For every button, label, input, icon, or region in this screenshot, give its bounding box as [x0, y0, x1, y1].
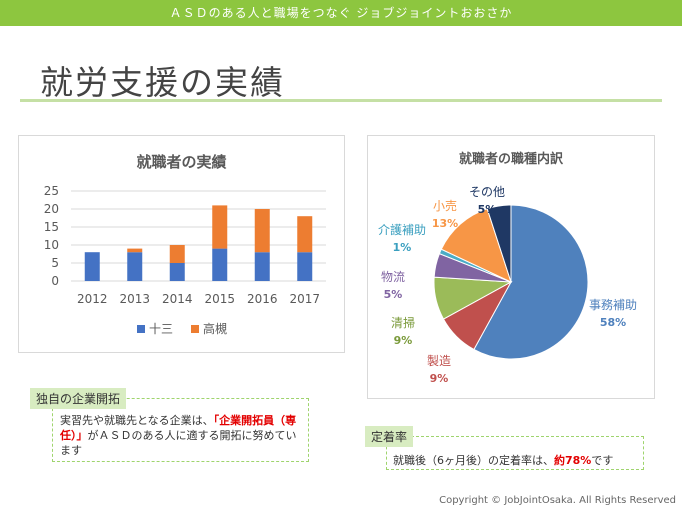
y-tick-label: 5	[51, 256, 59, 270]
legend-label-series2: 高槻	[203, 321, 227, 336]
pie-slice-事務補助	[473, 204, 589, 360]
x-tick-label: 2017	[289, 292, 320, 306]
retention-tag: 定着率	[365, 426, 414, 447]
y-tick-label: 15	[44, 220, 59, 234]
y-tick-label: 25	[44, 184, 59, 198]
pie-slice-小売	[440, 208, 512, 283]
x-tick-label: 2016	[247, 292, 278, 306]
feature-tag: 独自の企業開拓	[30, 388, 127, 409]
legend-swatch-series2	[191, 325, 199, 333]
bar-chart-panel: 就職者の実績 0 5 10 15 20 25 2012 2013 2014 2015 2016 201…	[18, 135, 345, 353]
pie-label-name: 事務補助	[589, 298, 637, 312]
bar-chart-title: 就職者の実績	[136, 153, 227, 171]
y-tick-label: 0	[51, 274, 59, 288]
pie-label-name: 小売	[433, 198, 457, 213]
retention-text: 就職後（6ヶ月後）の定着率は、約78%です	[393, 453, 613, 468]
bar-高槻	[297, 216, 313, 253]
bar-十三	[212, 248, 228, 281]
bar-十三	[254, 252, 270, 281]
bar-高槻	[169, 245, 185, 263]
pie-label-pct: 9%	[394, 334, 413, 347]
pie-label-pct: 5%	[384, 288, 403, 301]
feature-text-before: 実習先や就職先となる企業は、	[60, 414, 214, 427]
pie-label-name: 物流	[381, 270, 405, 284]
bar-chart: 0 5 10 15 20 25 2012 2013 2014 2015 2016 2017 十三 高槻	[44, 184, 326, 336]
bar-高槻	[127, 248, 143, 253]
pie-chart-title: 就職者の職種内訳	[458, 152, 563, 167]
bar-十三	[127, 252, 143, 281]
page-title: 就労支援の実績	[40, 63, 285, 102]
bar-十三	[84, 252, 100, 281]
legend-swatch-series1	[137, 325, 145, 333]
pie-label-name: 清掃	[391, 315, 415, 330]
pie-chart-panel: 就職者の職種内訳 事務補助 58% 製造 9% 清掃 9% 物流 5% 介護補助 1% 小売 13% そ…	[367, 135, 655, 399]
pie-label-pct: 13%	[432, 217, 458, 230]
pie-label-name: 介護補助	[378, 222, 426, 237]
pie-label-name: 製造	[427, 354, 451, 368]
feature-highlight: 「企業開拓員（専任）」	[60, 414, 297, 442]
pie-label-pct: 5%	[478, 203, 497, 216]
legend-label-series1: 十三	[149, 322, 173, 336]
header-banner: ＡＳＤのある人と職場をつなぐ ジョブジョイントおおさか	[0, 0, 682, 26]
pie-chart: 事務補助 58% 製造 9% 清掃 9% 物流 5% 介護補助 1% 小売 13% その他 5%	[378, 185, 637, 385]
pie-label-pct: 58%	[600, 316, 626, 329]
retention-note: 就職後（6ヶ月後）の定着率は、約78%です	[386, 436, 644, 470]
bar-高槻	[254, 209, 270, 253]
bar-十三	[297, 252, 313, 281]
pie-label-pct: 1%	[393, 241, 412, 254]
copyright: Copyright © JobJointOsaka. All Rights Re…	[439, 495, 676, 506]
x-tick-label: 2015	[204, 292, 235, 306]
bar-高槻	[212, 205, 228, 249]
retention-text-after: です	[591, 454, 614, 467]
y-tick-label: 20	[44, 202, 59, 216]
x-tick-label: 2013	[119, 292, 150, 306]
retention-highlight: 約78%	[554, 454, 592, 467]
pie-slice-その他	[486, 204, 512, 283]
retention-text-before: 就職後（6ヶ月後）の定着率は、	[393, 454, 554, 467]
bar-十三	[169, 263, 185, 281]
x-tick-label: 2014	[162, 292, 193, 306]
pie-label-pct: 9%	[430, 372, 449, 385]
feature-note: 実習先や就職先となる企業は、「企業開拓員（専任）」がＡＳＤのある人に適する開拓に…	[52, 398, 309, 462]
feature-text-after: がＡＳＤのある人に適する開拓に努めています	[60, 429, 297, 457]
feature-text: 実習先や就職先となる企業は、「企業開拓員（専任）」がＡＳＤのある人に適する開拓に…	[60, 413, 300, 458]
x-tick-label: 2012	[77, 292, 108, 306]
title-underline	[20, 99, 662, 102]
pie-label-name: その他	[469, 185, 505, 199]
y-tick-label: 10	[44, 238, 59, 252]
